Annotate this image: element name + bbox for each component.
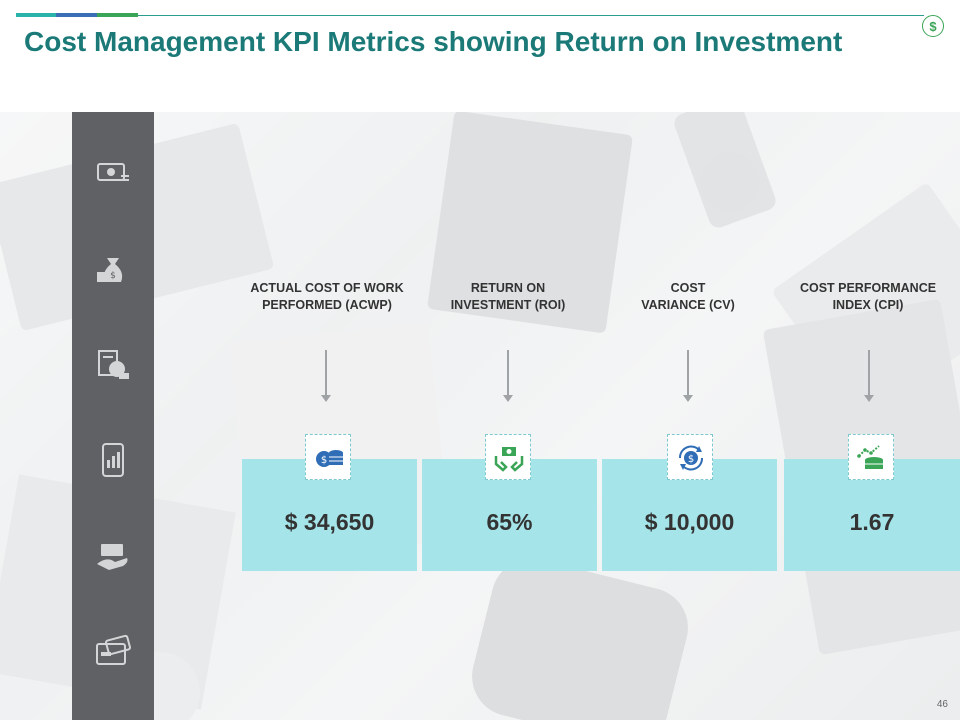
dollar-circle-icon: $ (922, 15, 944, 37)
kpi-value-roi: 65% (486, 509, 533, 535)
kpi-value-cpi: 1.67 (849, 509, 895, 535)
accent-segment-teal (16, 13, 56, 17)
arrow-down-icon (503, 350, 513, 402)
credit-card-icon (72, 632, 154, 672)
money-bill-icon (72, 152, 154, 192)
background-photo (0, 112, 960, 720)
svg-text:$: $ (321, 455, 327, 466)
hand-money-icon (72, 536, 154, 576)
sidebar: $ (72, 112, 154, 720)
kpi-value-acwp: $ 34,650 (284, 509, 375, 535)
page-title: Cost Management KPI Metrics showing Retu… (24, 26, 843, 57)
arrow-down-icon (864, 350, 874, 402)
accent-segment-green (97, 13, 138, 17)
dollar-cycle-icon: $ (667, 434, 713, 480)
arrow-down-icon (683, 350, 693, 402)
kpi-card-acwp: $ 34,650 (242, 459, 417, 571)
invoice-coins-icon (72, 345, 154, 385)
mobile-chart-icon (72, 440, 154, 480)
svg-text:$: $ (688, 454, 694, 465)
accent-segment-blue (56, 13, 97, 17)
page-number: 46 (936, 699, 948, 710)
kpi-label-cv: COST VARIANCE (CV) (641, 281, 735, 312)
svg-text:$: $ (110, 271, 116, 281)
header-rule (138, 15, 924, 16)
kpi-label-acwp: ACTUAL COST OF WORK PERFORMED (ACWP) (250, 281, 404, 312)
arrow-down-icon (321, 350, 331, 402)
money-bag-icon: $ (72, 250, 154, 290)
kpi-label-cpi: COST PERFORMANCE INDEX (CPI) (799, 281, 937, 312)
coins-growth-icon (848, 434, 894, 480)
coins-stack-icon: $ (305, 434, 351, 480)
kpi-label-roi: RETURN ON INVESTMENT (ROI) (450, 281, 566, 312)
kpi-value-cv: $ 10,000 (644, 509, 735, 535)
hands-money-icon (485, 434, 531, 480)
